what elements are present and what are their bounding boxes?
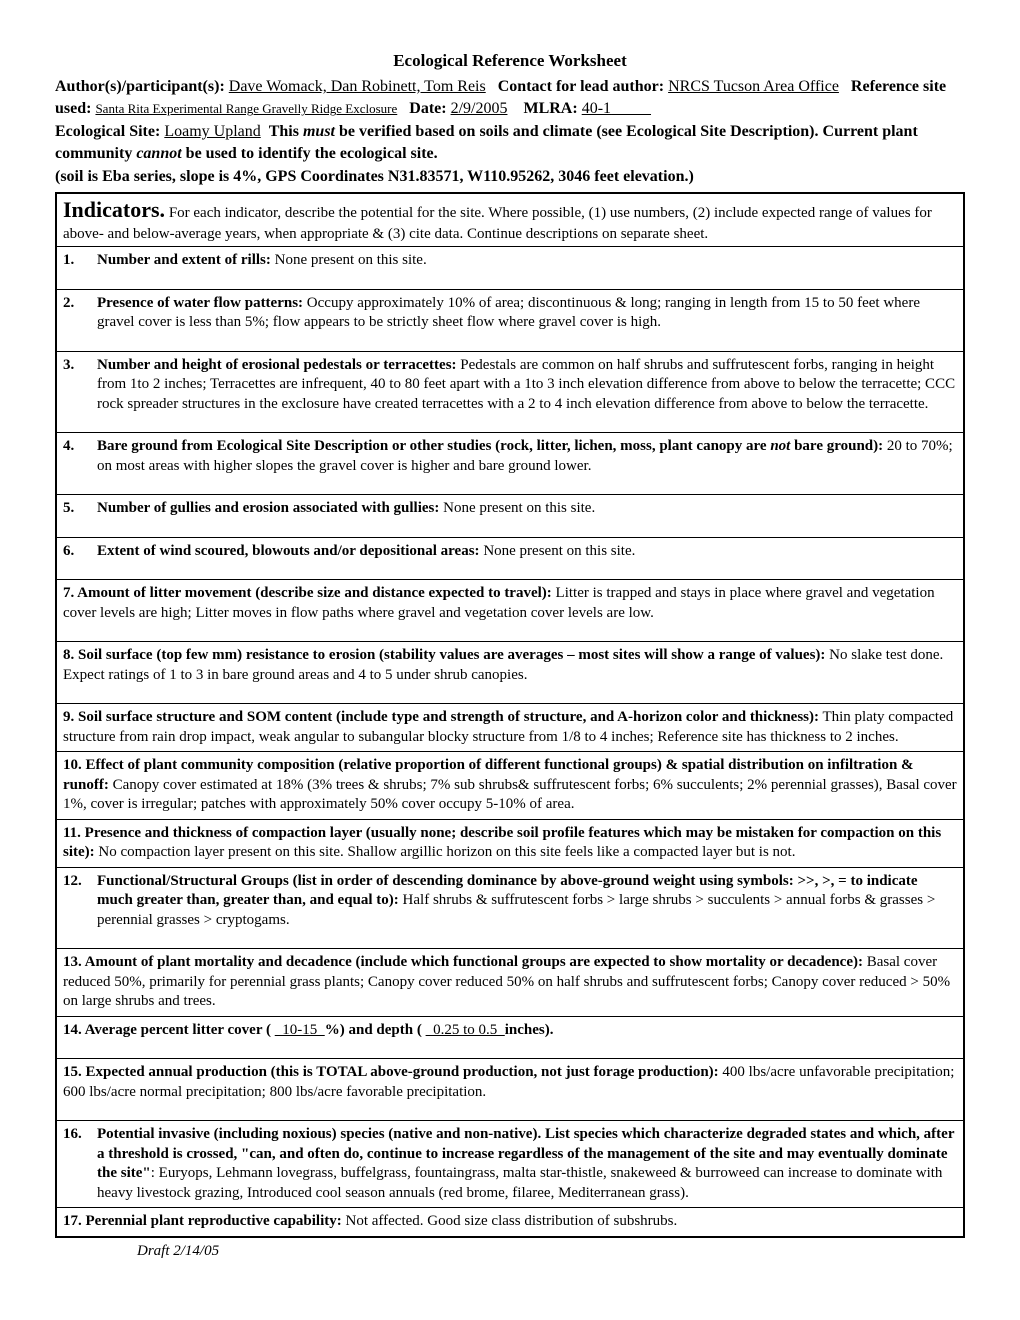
indicator-label: 15. Expected annual production (this is …	[63, 1064, 719, 1080]
indicator-11: 11. Presence and thickness of compaction…	[57, 819, 963, 867]
date-label: Date:	[409, 100, 446, 117]
indicator-num: 1.	[63, 251, 97, 271]
page-title: Ecological Reference Worksheet	[55, 50, 965, 72]
mlra-label: MLRA:	[523, 100, 577, 117]
footer-draft: Draft 2/14/05	[55, 1238, 965, 1262]
ecosite-value: Loamy Upland	[164, 123, 260, 140]
mlra-value: 40-1	[582, 100, 611, 117]
indicator-5: 5. Number of gullies and erosion associa…	[57, 494, 963, 537]
indicators-table: Indicators. For each indicator, describe…	[55, 192, 965, 1238]
indicator-label: 17. Perennial plant reproductive capabil…	[63, 1213, 342, 1229]
indicator-num: 2.	[63, 294, 97, 333]
indicator-label-a: 14. Average percent litter cover (	[63, 1022, 275, 1038]
indicator-label: Number of gullies and erosion associated…	[97, 500, 439, 516]
authors-value: Dave Womack, Dan Robinett, Tom Reis	[229, 78, 486, 95]
header-block: Author(s)/participant(s): Dave Womack, D…	[55, 76, 965, 188]
indicator-7: 7. Amount of litter movement (describe s…	[57, 579, 963, 641]
indicator-label: 8. Soil surface (top few mm) resistance …	[63, 647, 825, 663]
indicator-text: Canopy cover estimated at 18% (3% trees …	[63, 777, 957, 813]
indicator-num: 3.	[63, 356, 97, 415]
indicator-4: 4. Bare ground from Ecological Site Desc…	[57, 432, 963, 494]
indicator-label: Presence of water flow patterns:	[97, 295, 303, 311]
indicator-9: 9. Soil surface structure and SOM conten…	[57, 703, 963, 751]
indicator-label: 13. Amount of plant mortality and decade…	[63, 954, 863, 970]
indicator-3: 3. Number and height of erosional pedest…	[57, 351, 963, 433]
indicator-num: 4.	[63, 437, 97, 476]
litter-cover-value: 10-15	[275, 1022, 325, 1038]
indicator-text: None present on this site.	[480, 543, 636, 559]
indicators-intro-text: For each indicator, describe the potenti…	[63, 205, 932, 242]
indicator-14: 14. Average percent litter cover ( 10-15…	[57, 1016, 963, 1059]
soil-note: (soil is Eba series, slope is 4%, GPS Co…	[55, 168, 694, 185]
indicators-intro: Indicators. For each indicator, describe…	[57, 194, 963, 246]
indicator-label-b: %) and depth (	[325, 1022, 426, 1038]
indicator-label-c: inches).	[505, 1022, 554, 1038]
mlra-fill	[611, 100, 651, 117]
eco-note-d: cannot	[136, 145, 181, 162]
indicator-8: 8. Soil surface (top few mm) resistance …	[57, 641, 963, 703]
indicator-text: Not affected. Good size class distributi…	[342, 1213, 678, 1229]
contact-value: NRCS Tucson Area Office	[668, 78, 839, 95]
indicator-num: 16.	[63, 1125, 97, 1203]
indicator-text: None present on this site.	[271, 252, 427, 268]
indicator-1: 1. Number and extent of rills: None pres…	[57, 246, 963, 289]
indicator-15: 15. Expected annual production (this is …	[57, 1058, 963, 1120]
indicator-label-c: bare ground):	[790, 438, 883, 454]
eco-note-a: This	[269, 123, 303, 140]
indicator-label-a: Bare ground from Ecological Site Descrip…	[97, 438, 770, 454]
indicator-text: None present on this site.	[439, 500, 595, 516]
indicator-2: 2. Presence of water flow patterns: Occu…	[57, 289, 963, 351]
indicator-17: 17. Perennial plant reproductive capabil…	[57, 1207, 963, 1236]
eco-note-b: must	[303, 123, 335, 140]
litter-depth-value: 0.25 to 0.5	[426, 1022, 505, 1038]
indicator-text: No compaction layer present on this site…	[95, 844, 796, 860]
indicator-12: 12. Functional/Structural Groups (list i…	[57, 867, 963, 949]
indicator-label: 7. Amount of litter movement (describe s…	[63, 585, 552, 601]
indicator-label: Number and height of erosional pedestals…	[97, 357, 457, 373]
indicator-text: : Euryops, Lehmann lovegrass, buffelgras…	[97, 1165, 942, 1201]
refsite-value: Santa Rita Experimental Range Gravelly R…	[95, 101, 397, 116]
indicator-6: 6. Extent of wind scoured, blowouts and/…	[57, 537, 963, 580]
indicator-num: 6.	[63, 542, 97, 562]
indicator-label: Number and extent of rills:	[97, 252, 271, 268]
date-value: 2/9/2005	[451, 100, 508, 117]
contact-label: Contact for lead author:	[498, 78, 664, 95]
indicator-label-b: not	[770, 438, 790, 454]
authors-label: Author(s)/participant(s):	[55, 78, 225, 95]
ecosite-label: Ecological Site:	[55, 123, 160, 140]
indicator-13: 13. Amount of plant mortality and decade…	[57, 948, 963, 1016]
indicators-lead: Indicators.	[63, 197, 165, 222]
indicator-10: 10. Effect of plant community compositio…	[57, 751, 963, 819]
indicator-num: 5.	[63, 499, 97, 519]
eco-note-e: be used to identify the ecological site.	[182, 145, 438, 162]
indicator-num: 12.	[63, 872, 97, 931]
indicator-16: 16. Potential invasive (including noxiou…	[57, 1120, 963, 1207]
indicator-label: Extent of wind scoured, blowouts and/or …	[97, 543, 480, 559]
indicator-label: 9. Soil surface structure and SOM conten…	[63, 709, 819, 725]
